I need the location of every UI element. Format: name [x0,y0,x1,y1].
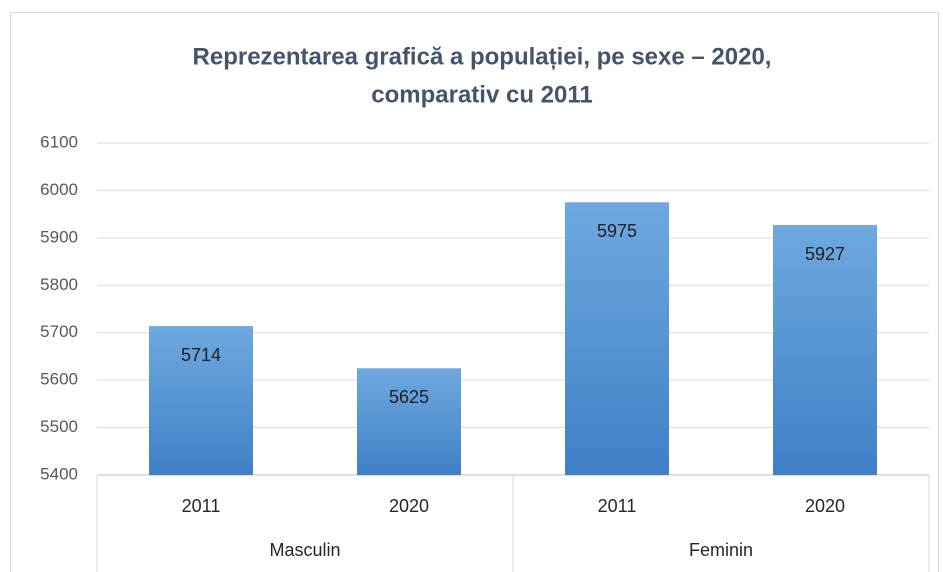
y-tick-label: 5400 [40,464,78,483]
bar [149,326,253,475]
y-tick-label: 5800 [40,275,78,294]
y-tick-label: 6100 [40,132,78,151]
data-label: 5714 [181,345,221,365]
data-label: 5975 [597,221,637,241]
bar [565,202,669,476]
chart-title: Reprezentarea grafică a populației, pe s… [193,43,772,70]
bar [357,368,461,475]
y-tick-label: 5700 [40,322,78,341]
chart-title: comparativ cu 2011 [371,81,592,108]
y-tick-label: 5900 [40,227,78,246]
group-label: Masculin [269,540,340,560]
group-label: Feminin [689,540,753,560]
y-tick-label: 5600 [40,370,78,389]
data-label: 5625 [389,387,429,407]
data-label: 5927 [805,244,845,264]
y-tick-label: 6000 [40,180,78,199]
x-tick-label: 2020 [389,496,429,516]
bar [773,225,877,475]
x-tick-label: 2011 [598,496,637,516]
y-tick-label: 5500 [40,417,78,436]
x-tick-label: 2020 [805,496,845,516]
x-tick-label: 2011 [182,496,221,516]
